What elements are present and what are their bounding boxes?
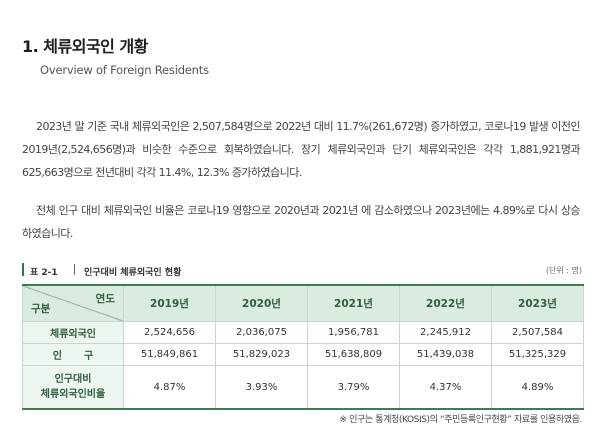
row-label-ratio-line2: 체류외국인비율 — [40, 389, 106, 400]
row-label-foreign-residents: 체류외국인 — [22, 321, 124, 344]
corner-year-label: 연도 — [95, 293, 115, 305]
foreign-residents-table: 연도 구분 2019년 2020년 2021년 2022년 2023년 체류외국… — [22, 284, 584, 410]
cell-value: 51,638,809 — [307, 343, 400, 366]
year-header-2019: 2019년 — [123, 284, 216, 322]
cell-value: 4.87% — [123, 365, 216, 410]
table-header-row: 연도 구분 2019년 2020년 2021년 2022년 2023년 — [22, 284, 584, 322]
year-header-2023: 2023년 — [491, 284, 584, 322]
corner-header-cell: 연도 구분 — [22, 284, 124, 322]
cell-value: 51,849,861 — [123, 343, 216, 366]
table-caption: 표 2-1 인구대비 체류외국인 현황 (단위 : 명) — [22, 262, 584, 278]
cell-value: 2,524,656 — [123, 321, 216, 344]
table-row-foreign-residents: 체류외국인 2,524,656 2,036,075 1,956,781 2,24… — [22, 321, 584, 344]
row-label-population-text: 인구 — [52, 351, 116, 362]
table-unit: (단위 : 명) — [545, 266, 582, 275]
cell-value: 1,956,781 — [307, 321, 400, 344]
year-header-2020: 2020년 — [215, 284, 308, 322]
table-title: 인구대비 체류외국인 현황 — [84, 268, 182, 278]
row-label-ratio-line1: 인구대비 — [54, 374, 92, 385]
paragraph-2: 전체 인구 대비 체류외국인 비율은 코로나19 영향으로 2020년과 202… — [22, 204, 581, 240]
cell-value: 51,439,038 — [399, 343, 492, 366]
year-header-2022: 2022년 — [399, 284, 492, 322]
section-subtitle: Overview of Foreign Residents — [40, 63, 209, 77]
cell-value: 51,325,329 — [491, 343, 584, 366]
diagonal-header: 연도 구분 — [23, 286, 123, 321]
section-title: 1. 체류외국인 개황 — [22, 37, 148, 56]
cell-value: 2,245,912 — [399, 321, 492, 344]
row-label-ratio: 인구대비 체류외국인비율 — [22, 365, 124, 410]
paragraph-1: 2023년 말 기준 국내 체류외국인은 2,507,584명으로 2022년 … — [22, 120, 581, 179]
cell-value: 4.89% — [491, 365, 584, 410]
table-number: 표 2-1 — [30, 268, 58, 278]
table-row-population: 인구 51,849,861 51,829,023 51,638,809 51,4… — [22, 343, 584, 366]
table-row-ratio: 인구대비 체류외국인비율 4.87% 3.93% 3.79% 4.37% 4.8… — [22, 365, 584, 410]
cell-value: 2,507,584 — [491, 321, 584, 344]
row-label-population: 인구 — [22, 343, 124, 366]
corner-category-label: 구분 — [31, 303, 51, 315]
year-header-2021: 2021년 — [307, 284, 400, 322]
cell-value: 3.79% — [307, 365, 400, 410]
cell-value: 4.37% — [399, 365, 492, 410]
table-source-note: ※ 인구는 통계청(KOSIS)의 “주민등록인구현황” 자료를 인용하였음. — [339, 415, 583, 425]
caption-accent-bar — [22, 263, 24, 276]
cell-value: 2,036,075 — [215, 321, 308, 344]
cell-value: 51,829,023 — [215, 343, 308, 366]
caption-divider — [74, 264, 75, 275]
cell-value: 3.93% — [215, 365, 308, 410]
